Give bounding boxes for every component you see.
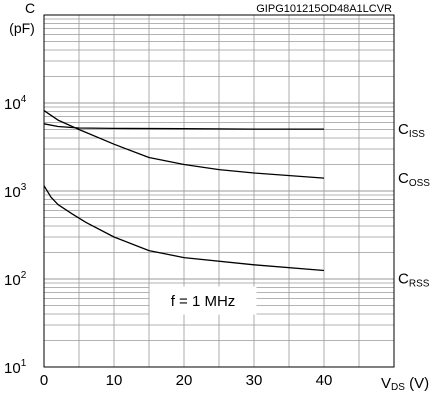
x-tick-label: 20 <box>176 372 193 389</box>
series-label-rss: CRSS <box>398 270 430 289</box>
y-axis-label-symbol: C <box>25 0 35 16</box>
x-tick-labels: 0 10 20 30 40 <box>40 372 333 389</box>
y-tick-label: 103 <box>4 182 27 201</box>
series-line-iss <box>43 123 324 130</box>
plot-frame <box>43 14 395 368</box>
x-tick-label: 30 <box>246 372 263 389</box>
series-label-oss: COSS <box>398 170 430 189</box>
x-tick-label: 40 <box>316 372 333 389</box>
series-line-rss <box>43 185 325 272</box>
annotation-box <box>149 286 257 315</box>
y-tick-label: 102 <box>4 270 27 289</box>
x-axis-label: VDS (V) <box>381 375 429 393</box>
series-line-oss <box>43 110 325 179</box>
annotation-text: f = 1 MHz <box>171 293 236 310</box>
x-tick-label: 0 <box>40 372 48 389</box>
x-tick-label: 10 <box>106 372 123 389</box>
series-label-iss: CISS <box>398 121 425 140</box>
series-labels: CISS COSS CRSS <box>398 121 430 289</box>
chart-curves <box>43 110 325 272</box>
y-tick-labels: 101 102 103 104 <box>4 94 27 377</box>
chart-watermark: GIPG101215OD48A1LCVR <box>256 3 392 15</box>
y-tick-label: 104 <box>4 94 27 113</box>
y-tick-label: 101 <box>4 358 27 377</box>
frequency-annotation: f = 1 MHz <box>149 286 257 315</box>
y-axis-label-unit: (pF) <box>9 20 35 36</box>
